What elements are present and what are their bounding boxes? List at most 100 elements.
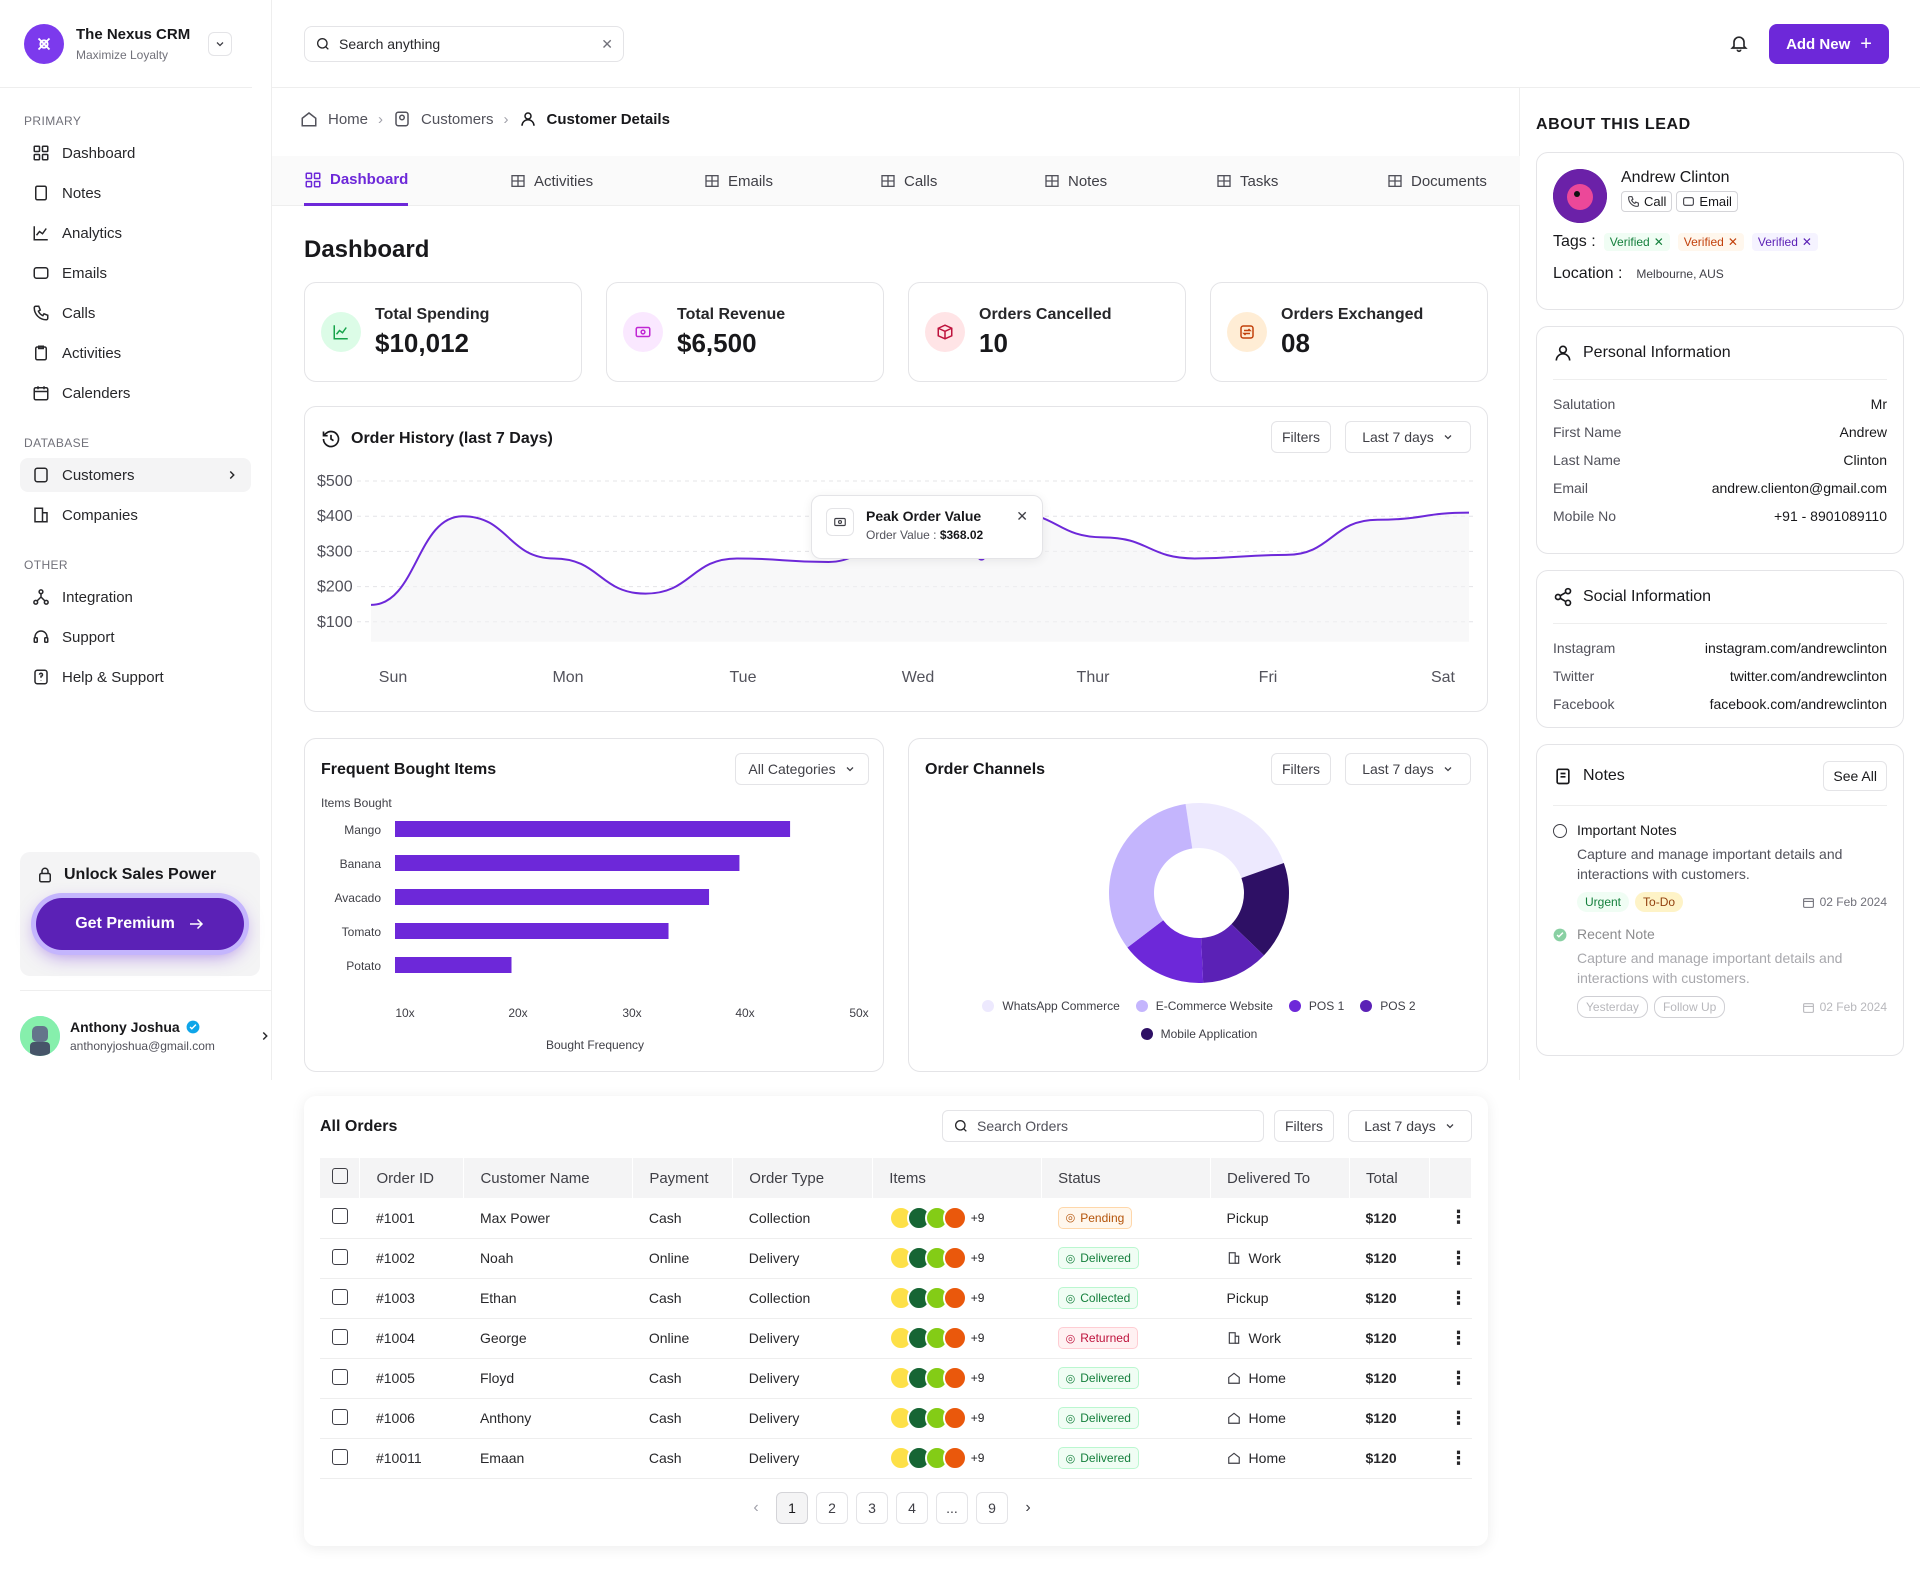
table-row[interactable]: #1004 George Online Delivery +9 ◎ Returne…: [320, 1318, 1472, 1359]
column-header[interactable]: Customer Name: [463, 1158, 634, 1198]
row-menu-icon[interactable]: ⋮: [1429, 1358, 1472, 1399]
bar[interactable]: [395, 855, 740, 871]
row-checkbox[interactable]: [332, 1288, 348, 1305]
row-menu-icon[interactable]: ⋮: [1429, 1238, 1472, 1279]
pie-slice[interactable]: [1185, 803, 1284, 878]
notification-bell-icon[interactable]: [1729, 32, 1749, 59]
close-tooltip-icon[interactable]: ✕: [1016, 508, 1028, 524]
bar[interactable]: [395, 957, 512, 973]
filters-button[interactable]: Filters: [1271, 753, 1331, 785]
category-dropdown[interactable]: All Categories: [735, 753, 869, 785]
sidebar-item-companies[interactable]: Companies: [20, 498, 251, 532]
row-checkbox[interactable]: [332, 1368, 348, 1385]
page-button[interactable]: 2: [816, 1492, 848, 1524]
column-header[interactable]: Payment: [632, 1158, 734, 1198]
status-badge: ◎ Returned: [1057, 1327, 1138, 1349]
sidebar-item-dashboard[interactable]: Dashboard: [20, 136, 251, 170]
sidebar-item-calenders[interactable]: Calenders: [20, 376, 251, 410]
sidebar-item-activities[interactable]: Activities: [20, 336, 251, 370]
search-orders-input[interactable]: Search Orders: [942, 1110, 1264, 1142]
column-header[interactable]: Items: [872, 1158, 1043, 1198]
row-menu-icon[interactable]: ⋮: [1429, 1398, 1472, 1439]
social-link[interactable]: instagram.com/andrewclinton: [1704, 640, 1887, 656]
legend-label: Mobile Application: [1160, 1027, 1258, 1041]
clear-search-icon[interactable]: ✕: [601, 35, 613, 52]
user-profile[interactable]: Anthony Joshua anthonyjoshua@gmail.com: [20, 990, 272, 1080]
table-row[interactable]: #1003 Ethan Cash Collection +9 ◎ Collecte…: [320, 1278, 1472, 1319]
row-checkbox[interactable]: [332, 1208, 348, 1225]
page-button[interactable]: 4: [896, 1492, 928, 1524]
breadcrumb-home[interactable]: Home: [328, 110, 369, 128]
add-new-button[interactable]: Add New +: [1769, 24, 1889, 64]
pie-slice[interactable]: [1231, 862, 1289, 956]
table-row[interactable]: #1006 Anthony Cash Delivery +9 ◎ Delivere…: [320, 1398, 1472, 1439]
note-radio-icon[interactable]: [1553, 824, 1567, 838]
table-row[interactable]: #10011 Emaan Cash Delivery +9 ◎ Delivered…: [320, 1438, 1472, 1479]
note-item[interactable]: Important Notes Capture and manage impor…: [1553, 822, 1887, 912]
prev-page-icon[interactable]: ‹: [753, 1499, 759, 1516]
row-checkbox[interactable]: [332, 1448, 348, 1465]
pie-slice[interactable]: [1127, 920, 1204, 983]
breadcrumb-customers[interactable]: Customers: [421, 110, 494, 128]
sidebar-item-analytics[interactable]: Analytics: [20, 216, 251, 250]
sidebar-item-emails[interactable]: Emails: [20, 256, 251, 290]
sidebar-item-notes[interactable]: Notes: [20, 176, 251, 210]
row-menu-icon[interactable]: ⋮: [1429, 1318, 1472, 1359]
select-all-checkbox[interactable]: [332, 1168, 348, 1184]
date-range-dropdown[interactable]: Last 7 days: [1345, 421, 1471, 453]
pie-slice[interactable]: [1201, 924, 1264, 983]
date-range-dropdown[interactable]: Last 7 days: [1345, 753, 1471, 785]
date-range-dropdown[interactable]: Last 7 days: [1348, 1110, 1472, 1142]
table-row[interactable]: #1001 Max Power Cash Collection +9 ◎ Pend…: [320, 1198, 1472, 1239]
call-button[interactable]: Call: [1621, 191, 1673, 212]
sidebar-item-calls[interactable]: Calls: [20, 296, 251, 330]
remove-tag-icon[interactable]: ✕: [1801, 235, 1812, 249]
remove-tag-icon[interactable]: ✕: [1653, 235, 1664, 249]
column-header[interactable]: Total: [1349, 1158, 1430, 1198]
table-row[interactable]: #1002 Noah Online Delivery +9 ◎ Delivered…: [320, 1238, 1472, 1279]
tab-notes[interactable]: Notes: [1044, 156, 1107, 206]
page-button[interactable]: ...: [936, 1492, 968, 1524]
workspace-dropdown-button[interactable]: [208, 31, 232, 56]
note-item[interactable]: Recent Note Capture and manage important…: [1553, 926, 1887, 1018]
column-header[interactable]: Status: [1041, 1158, 1212, 1198]
table-row[interactable]: #1005 Floyd Cash Delivery +9 ◎ Delivered …: [320, 1358, 1472, 1399]
get-premium-button[interactable]: Get Premium: [36, 898, 244, 950]
row-menu-icon[interactable]: ⋮: [1429, 1278, 1472, 1319]
row-checkbox[interactable]: [332, 1248, 348, 1265]
row-menu-icon[interactable]: ⋮: [1429, 1438, 1472, 1479]
column-header[interactable]: Order ID: [359, 1158, 465, 1198]
pie-slice[interactable]: [1109, 804, 1193, 948]
email-button[interactable]: Email: [1676, 191, 1738, 212]
remove-tag-icon[interactable]: ✕: [1727, 235, 1738, 249]
sidebar-item-help[interactable]: Help & Support: [20, 660, 251, 694]
row-checkbox[interactable]: [332, 1328, 348, 1345]
social-link[interactable]: facebook.com/andrewclinton: [1709, 696, 1887, 712]
bar[interactable]: [395, 923, 669, 939]
tab-tasks[interactable]: Tasks: [1216, 156, 1278, 206]
tab-emails[interactable]: Emails: [704, 156, 773, 206]
filters-button[interactable]: Filters: [1274, 1110, 1334, 1142]
search-input[interactable]: Search anything ✕: [304, 26, 624, 62]
page-button[interactable]: 3: [856, 1492, 888, 1524]
bar[interactable]: [395, 889, 710, 905]
sidebar-item-customers[interactable]: Customers: [20, 458, 251, 492]
sidebar-item-integration[interactable]: Integration: [20, 580, 251, 614]
bar[interactable]: [395, 821, 791, 837]
next-page-icon[interactable]: ›: [1025, 1499, 1031, 1516]
row-checkbox[interactable]: [332, 1408, 348, 1425]
tab-calls[interactable]: Calls: [880, 156, 937, 206]
tab-dashboard[interactable]: Dashboard: [304, 156, 409, 206]
column-header[interactable]: Order Type: [732, 1158, 874, 1198]
column-header[interactable]: Delivered To: [1210, 1158, 1350, 1198]
sidebar-item-support[interactable]: Support: [20, 620, 251, 654]
tab-documents[interactable]: Documents: [1387, 156, 1487, 206]
filters-button[interactable]: Filters: [1271, 421, 1331, 453]
tab-activities[interactable]: Activities: [510, 156, 593, 206]
social-link[interactable]: twitter.com/andrewclinton: [1729, 668, 1887, 684]
see-all-button[interactable]: See All: [1823, 761, 1887, 791]
page-button[interactable]: 9: [976, 1492, 1008, 1524]
page-button[interactable]: 1: [776, 1492, 808, 1524]
row-menu-icon[interactable]: ⋮: [1429, 1198, 1472, 1239]
check-circle-icon[interactable]: [1553, 928, 1567, 942]
